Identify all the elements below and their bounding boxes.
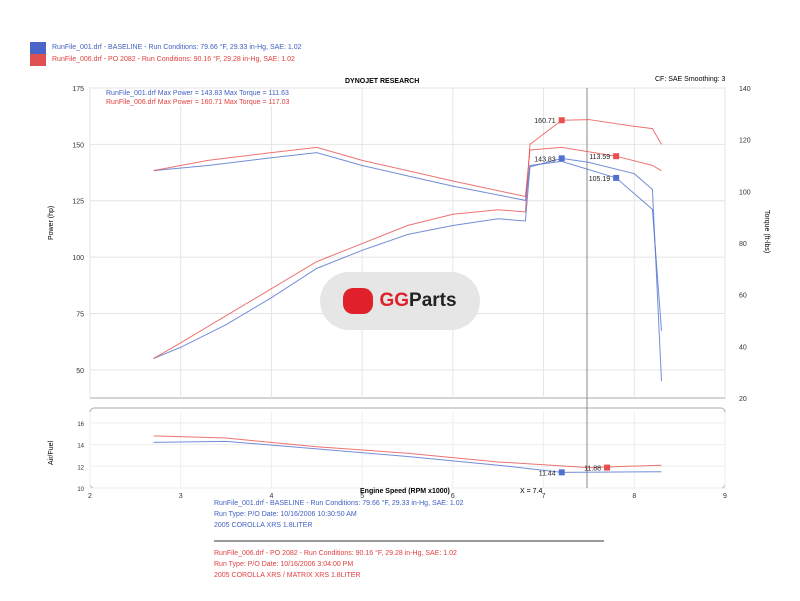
red-run-header: RunFile_006.drf - PO 2082 - Run Conditio… [52, 56, 295, 63]
marker [613, 153, 620, 160]
marker [558, 117, 565, 124]
afr-tick-label: 10 [77, 487, 84, 493]
settings-label: CF: SAE Smoothing: 3 [655, 76, 726, 83]
main-plot-frame [89, 87, 726, 399]
y-tick-label: 125 [72, 199, 84, 206]
y-tick-label: 75 [76, 311, 84, 318]
y-tick-label: 150 [72, 142, 84, 149]
afr-line-runfile-006-drf-afr [153, 435, 662, 469]
x-tick-label: 2 [88, 493, 92, 500]
data-label: 11.44 [539, 470, 556, 477]
footer-blue-3: 2005 COROLLA XRS 1.8LITER [214, 522, 313, 529]
x-tick-label: 7 [542, 493, 546, 500]
x-axis-label: Engine Speed (RPM x1000) [360, 488, 450, 495]
legend-red: RunFile_006.drf Max Power = 160.71 Max T… [104, 99, 292, 106]
logo-parts: Parts [409, 290, 457, 311]
data-label: 143.83 [534, 156, 556, 163]
y2-tick-label: 40 [739, 344, 747, 351]
footer-blue-2: Run Type: P/O Date: 10/16/2006 10:30:50 … [214, 511, 357, 518]
marker [558, 155, 565, 162]
y-tick-label: 50 [76, 368, 84, 375]
x-tick-label: 4 [269, 493, 273, 500]
footer-divider [214, 540, 604, 542]
y-tick-label: 100 [72, 255, 84, 262]
footer-blue-1: RunFile_001.drf - BASELINE - Run Conditi… [214, 500, 464, 507]
y-tick-label: 175 [72, 86, 84, 93]
y2-tick-label: 80 [739, 241, 747, 248]
data-label: 113.59 [589, 154, 610, 161]
legend-blue: RunFile_001.drf Max Power = 143.83 Max T… [104, 90, 291, 97]
ggparts-watermark-logo: GGParts [320, 272, 480, 330]
footer-red-3: 2005 COROLLA XRS / MATRIX XRS 1.8LITER [214, 572, 361, 579]
y2-tick-label: 60 [739, 293, 747, 300]
series-line-runfile-001-drf-power [153, 157, 662, 382]
logo-gg: GG [379, 290, 410, 311]
marker [613, 174, 620, 181]
data-label: 105.19 [589, 176, 611, 183]
red-run-swatch [30, 54, 46, 66]
y2-tick-label: 100 [739, 189, 751, 196]
afr-tick-label: 14 [77, 444, 84, 450]
mascot-icon [343, 288, 374, 314]
marker [604, 464, 611, 471]
y2-axis-label: Torque (ft-lbs) [763, 210, 770, 254]
x-tick-label: 8 [632, 493, 636, 500]
afr-plot-frame [89, 407, 726, 489]
y-axis-label: Power (hp) [48, 205, 55, 240]
cursor-readout: X = 7.4 [520, 488, 543, 495]
marker [558, 469, 565, 476]
y2-tick-label: 140 [739, 86, 751, 93]
x-tick-label: 6 [451, 493, 455, 500]
y2-tick-label: 120 [739, 138, 751, 145]
afr-tick-label: 16 [77, 422, 84, 428]
afr-tick-label: 12 [77, 465, 84, 471]
blue-run-swatch [30, 42, 46, 54]
y2-tick-label: 20 [739, 396, 747, 403]
x-tick-label: 3 [179, 493, 183, 500]
data-label: 160.71 [534, 118, 556, 125]
x-tick-label: 9 [723, 493, 727, 500]
blue-run-header: RunFile_001.drf - BASELINE - Run Conditi… [52, 44, 302, 51]
footer-red-2: Run Type: P/O Date: 10/16/2006 3:04:00 P… [214, 561, 354, 568]
x-tick-label: 5 [360, 493, 364, 500]
footer-red-1: RunFile_006.drf - PO 2082 - Run Conditio… [214, 550, 457, 557]
chart-title: DYNOJET RESEARCH [345, 78, 420, 85]
data-label: 11.88 [584, 466, 601, 473]
series-line-runfile-006-drf-power [153, 119, 662, 359]
afr-axis-label: Air/Fuel [48, 440, 55, 465]
